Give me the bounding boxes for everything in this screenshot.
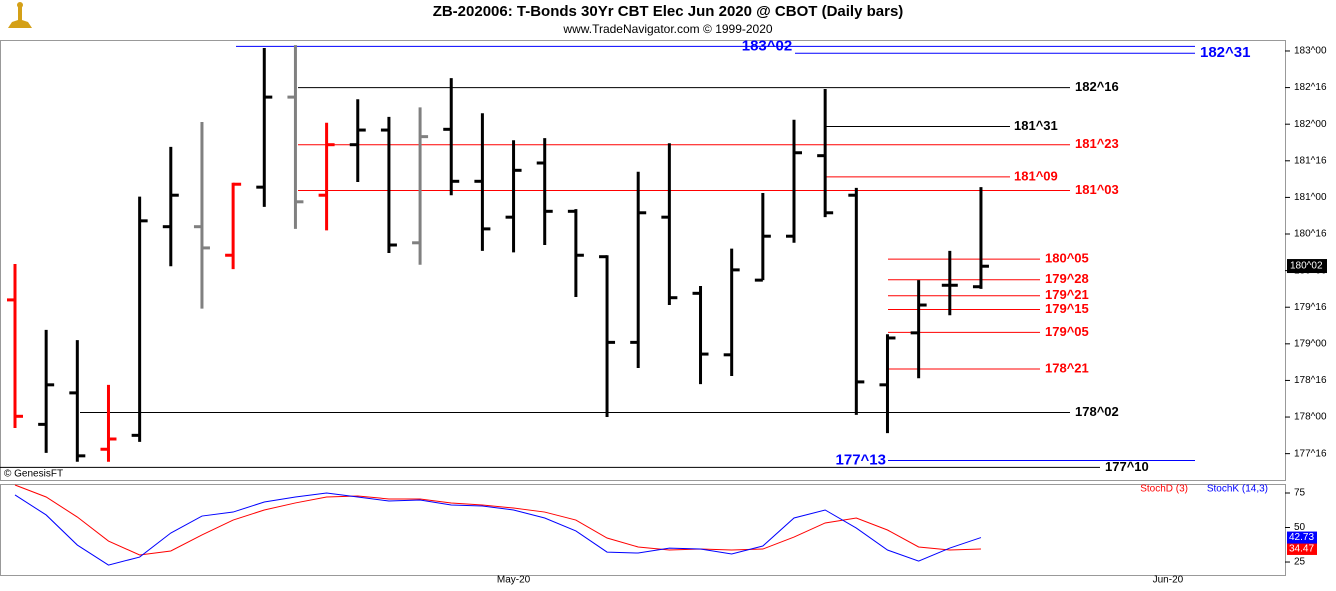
level-label: 181^31: [1014, 118, 1058, 133]
y-tick-label: 178^00: [1294, 412, 1327, 423]
y-tick-label: 177^16: [1294, 448, 1327, 459]
indicator-line: [14, 492, 982, 566]
value-box: [1287, 542, 1317, 555]
chart-subtitle: www.TradeNavigator.com © 1999-2020: [562, 22, 772, 36]
y-tick-label: 183^00: [1294, 46, 1327, 57]
level-label: 180^05: [1045, 251, 1089, 266]
level-label: 181^23: [1075, 136, 1119, 151]
level-label: 182^31: [1200, 44, 1250, 61]
y-tick-label: 179^16: [1294, 302, 1327, 313]
level-label: 178^21: [1045, 360, 1089, 375]
y-tick-label: 179^00: [1294, 338, 1327, 349]
level-label: 179^28: [1045, 271, 1089, 286]
last-price-label: 180^02: [1290, 261, 1323, 272]
level-label: 179^05: [1045, 324, 1089, 339]
value-label: 34.47: [1289, 544, 1314, 555]
watermark: © GenesisFT: [4, 469, 63, 480]
y-tick-label: 182^00: [1294, 119, 1327, 130]
y-tick-label: 181^16: [1294, 155, 1327, 166]
level-label: 183^02: [742, 37, 792, 54]
level-label: 177^10: [1105, 459, 1149, 474]
value-box: [1287, 531, 1317, 544]
last-price-box: [1287, 259, 1327, 274]
level-label: 177^13: [836, 451, 886, 468]
y-tick-label: 50: [1294, 522, 1306, 533]
y-tick-label: 75: [1294, 488, 1306, 499]
price-panel: [0, 40, 1286, 481]
chart-title: ZB-202006: T-Bonds 30Yr CBT Elec Jun 202…: [433, 3, 904, 20]
indicator-line: [14, 484, 981, 556]
level-label: 178^02: [1075, 404, 1119, 419]
y-tick-label: 178^16: [1294, 375, 1327, 386]
y-tick-label: 180^16: [1294, 229, 1327, 240]
y-tick-label: 182^16: [1294, 82, 1327, 93]
x-tick-label: May-20: [497, 575, 531, 586]
y-tick-label: 181^00: [1294, 192, 1327, 203]
indicator-panel: [0, 484, 1286, 576]
level-label: 181^03: [1075, 182, 1119, 197]
y-tick-label: 25: [1294, 557, 1306, 568]
legend-entry: StochK (14,3): [1207, 484, 1268, 495]
legend-entry: StochD (3): [1140, 484, 1188, 495]
level-label: 179^21: [1045, 287, 1089, 302]
level-label: 181^09: [1014, 168, 1058, 183]
value-label: 42.73: [1289, 532, 1314, 543]
x-tick-label: Jun-20: [1153, 575, 1184, 586]
level-label: 179^15: [1045, 301, 1089, 316]
logo: [8, 2, 32, 28]
level-label: 182^16: [1075, 79, 1119, 94]
